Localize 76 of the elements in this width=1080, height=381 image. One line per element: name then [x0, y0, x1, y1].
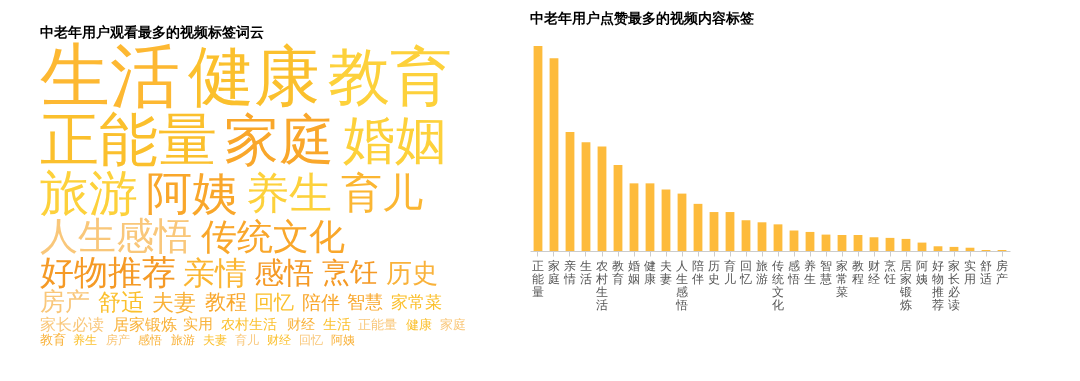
text: 感悟	[138, 333, 163, 348]
x-tick-label: 居家锻炼	[899, 258, 912, 312]
x-tick-label: 育儿	[724, 258, 736, 286]
x-tick-label: 家长必读	[948, 258, 960, 312]
x-tick-label: 旅游	[756, 258, 768, 286]
text: 家长必读	[40, 314, 104, 334]
bar	[581, 142, 591, 251]
text: 旅游	[170, 333, 195, 348]
bar	[597, 146, 607, 251]
bar	[549, 58, 559, 251]
x-tick-label: 财经	[868, 258, 880, 286]
bar	[933, 246, 943, 251]
bar	[853, 235, 863, 251]
bar	[661, 189, 671, 251]
bar	[805, 231, 815, 251]
bar	[757, 222, 767, 251]
text: 生活	[323, 315, 352, 332]
x-tick-label: 传统文化	[772, 258, 784, 312]
x-tick-label: 生活	[580, 258, 592, 286]
x-tick-label: 教程	[852, 258, 864, 286]
text: 财经	[287, 315, 316, 332]
x-tick-label: 房产	[996, 258, 1008, 286]
bar	[629, 183, 639, 251]
text: 回忆	[298, 333, 323, 348]
text: 正能量	[358, 316, 398, 332]
bar	[709, 212, 719, 251]
text: 夫妻	[202, 333, 227, 348]
x-tick-label: 养生	[804, 258, 816, 286]
text: 中老年用户观看最多的视频标签词云	[40, 24, 264, 41]
x-tick-label: 教育	[612, 258, 624, 286]
text: 实用	[183, 314, 214, 333]
chart-title: 中老年用户点赞最多的视频内容标签	[530, 10, 754, 26]
text: 居家锻炼	[113, 315, 178, 334]
text: 房产	[105, 333, 130, 348]
bar	[901, 238, 911, 251]
bar	[533, 46, 543, 251]
bar	[645, 183, 655, 251]
x-tick-label: 健康	[644, 258, 656, 286]
bar	[885, 237, 895, 251]
bar	[677, 193, 687, 251]
text: 家庭	[440, 316, 467, 332]
x-tick-label: 正能量	[532, 258, 544, 299]
text: 阿姨	[330, 333, 355, 348]
bar	[565, 132, 575, 251]
x-tick-label: 好物推荐	[932, 258, 944, 312]
text: 财经	[266, 333, 291, 348]
x-tick-label: 家庭	[548, 258, 560, 286]
x-tick-label: 婚姻	[628, 258, 640, 286]
x-tick-label: 智慧	[819, 258, 832, 286]
bar	[613, 164, 623, 251]
text: 农村生活	[221, 315, 278, 332]
bar	[741, 220, 751, 251]
x-tick-label: 感悟	[787, 258, 800, 286]
x-tick-label: 实用	[964, 258, 976, 286]
text: 养生	[73, 333, 98, 348]
x-tick-label: 陪伴	[692, 258, 704, 286]
bar	[693, 203, 703, 251]
text: 教育	[40, 332, 66, 348]
bar	[837, 235, 847, 251]
text: 育儿	[234, 333, 259, 348]
bar	[773, 224, 783, 251]
text: 传统文化	[200, 215, 345, 257]
x-tick-label: 夫妻	[660, 258, 672, 286]
bar	[869, 237, 879, 251]
x-tick-label: 亲情	[563, 258, 576, 286]
text: 育儿	[340, 168, 423, 217]
x-tick-label: 舒适	[980, 258, 992, 286]
x-tick-label: 烹饪	[883, 258, 896, 286]
x-tick-label: 历史	[708, 258, 720, 286]
x-tick-label: 人生感悟	[675, 258, 688, 312]
bar	[725, 212, 735, 251]
x-tick-label: 阿姨	[916, 258, 928, 286]
x-tick-label: 家常菜	[836, 258, 848, 299]
x-tick-label: 回忆	[739, 258, 752, 286]
x-tick-label: 农村生活	[595, 258, 608, 312]
text: 健康	[406, 316, 433, 332]
